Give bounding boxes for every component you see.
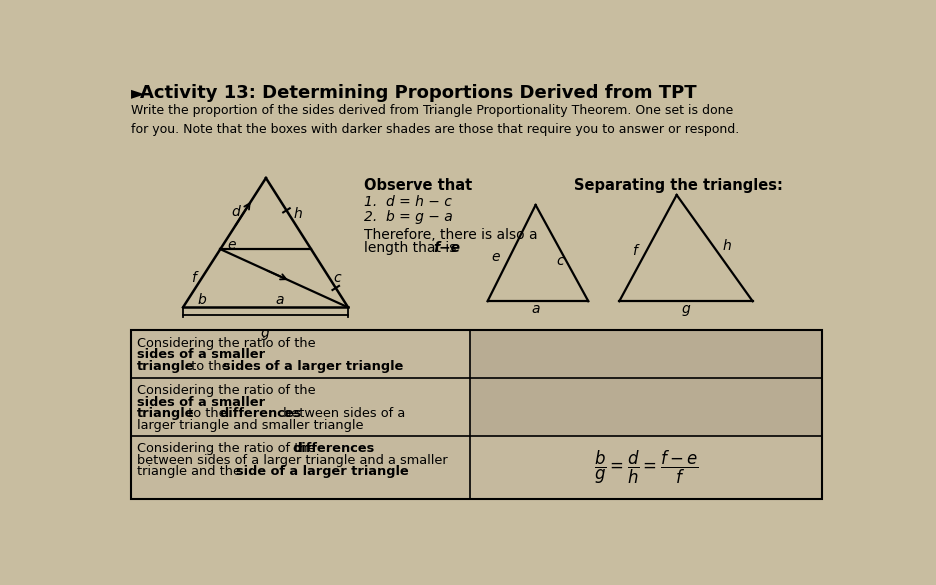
Text: Separating the triangles:: Separating the triangles: [574, 178, 782, 193]
Text: Therefore, there is also a: Therefore, there is also a [363, 228, 536, 242]
Text: c: c [333, 271, 341, 285]
Text: Considering the ratio of the: Considering the ratio of the [138, 384, 320, 397]
Text: a: a [531, 302, 539, 316]
Text: c: c [556, 254, 563, 268]
Text: g: g [680, 302, 690, 316]
Text: sides of a larger triangle: sides of a larger triangle [222, 360, 402, 373]
Text: side of a larger triangle: side of a larger triangle [236, 465, 409, 478]
Text: 2.  b = g − a: 2. b = g − a [363, 211, 452, 224]
Text: triangle: triangle [138, 360, 195, 373]
Text: Activity 13: Determining Proportions Derived from TPT: Activity 13: Determining Proportions Der… [140, 84, 696, 102]
Text: h: h [722, 239, 731, 253]
Text: Considering the ratio of the: Considering the ratio of the [138, 442, 320, 455]
Text: between sides of a: between sides of a [279, 408, 405, 421]
Bar [469, 378, 822, 436]
Bar [469, 331, 822, 378]
Text: between sides of a larger triangle and a smaller: between sides of a larger triangle and a… [138, 453, 447, 467]
Text: a: a [275, 294, 284, 308]
Text: differences: differences [292, 442, 374, 455]
Bar [131, 331, 822, 499]
Text: Considering the ratio of the: Considering the ratio of the [138, 336, 320, 350]
Bar [131, 331, 822, 499]
Text: d: d [231, 205, 241, 219]
Text: 1.  d = h − c: 1. d = h − c [363, 195, 451, 209]
Text: h: h [293, 207, 302, 221]
Text: ►: ► [131, 84, 145, 102]
Text: f: f [191, 271, 197, 285]
Text: to the: to the [186, 360, 233, 373]
Text: to the: to the [183, 408, 230, 421]
Text: length that is: length that is [363, 241, 460, 255]
Text: f−e: f−e [432, 241, 460, 255]
Text: f: f [631, 244, 636, 258]
Text: Write the proportion of the sides derived from Triangle Proportionality Theorem.: Write the proportion of the sides derive… [131, 104, 739, 136]
Text: Observe that: Observe that [363, 178, 472, 193]
Text: g: g [260, 326, 270, 340]
Text: triangle and the: triangle and the [138, 465, 245, 478]
Text: differences: differences [219, 408, 301, 421]
Text: b: b [197, 294, 207, 308]
Text: larger triangle and smaller triangle: larger triangle and smaller triangle [138, 419, 363, 432]
Text: sides of a smaller: sides of a smaller [138, 396, 265, 409]
Text: $\dfrac{b}{g} = \dfrac{d}{h} = \dfrac{f-e}{f}$: $\dfrac{b}{g} = \dfrac{d}{h} = \dfrac{f-… [593, 449, 697, 486]
Text: triangle: triangle [138, 408, 195, 421]
Text: e: e [490, 250, 499, 264]
Text: e: e [227, 238, 236, 252]
Text: sides of a smaller: sides of a smaller [138, 348, 265, 361]
